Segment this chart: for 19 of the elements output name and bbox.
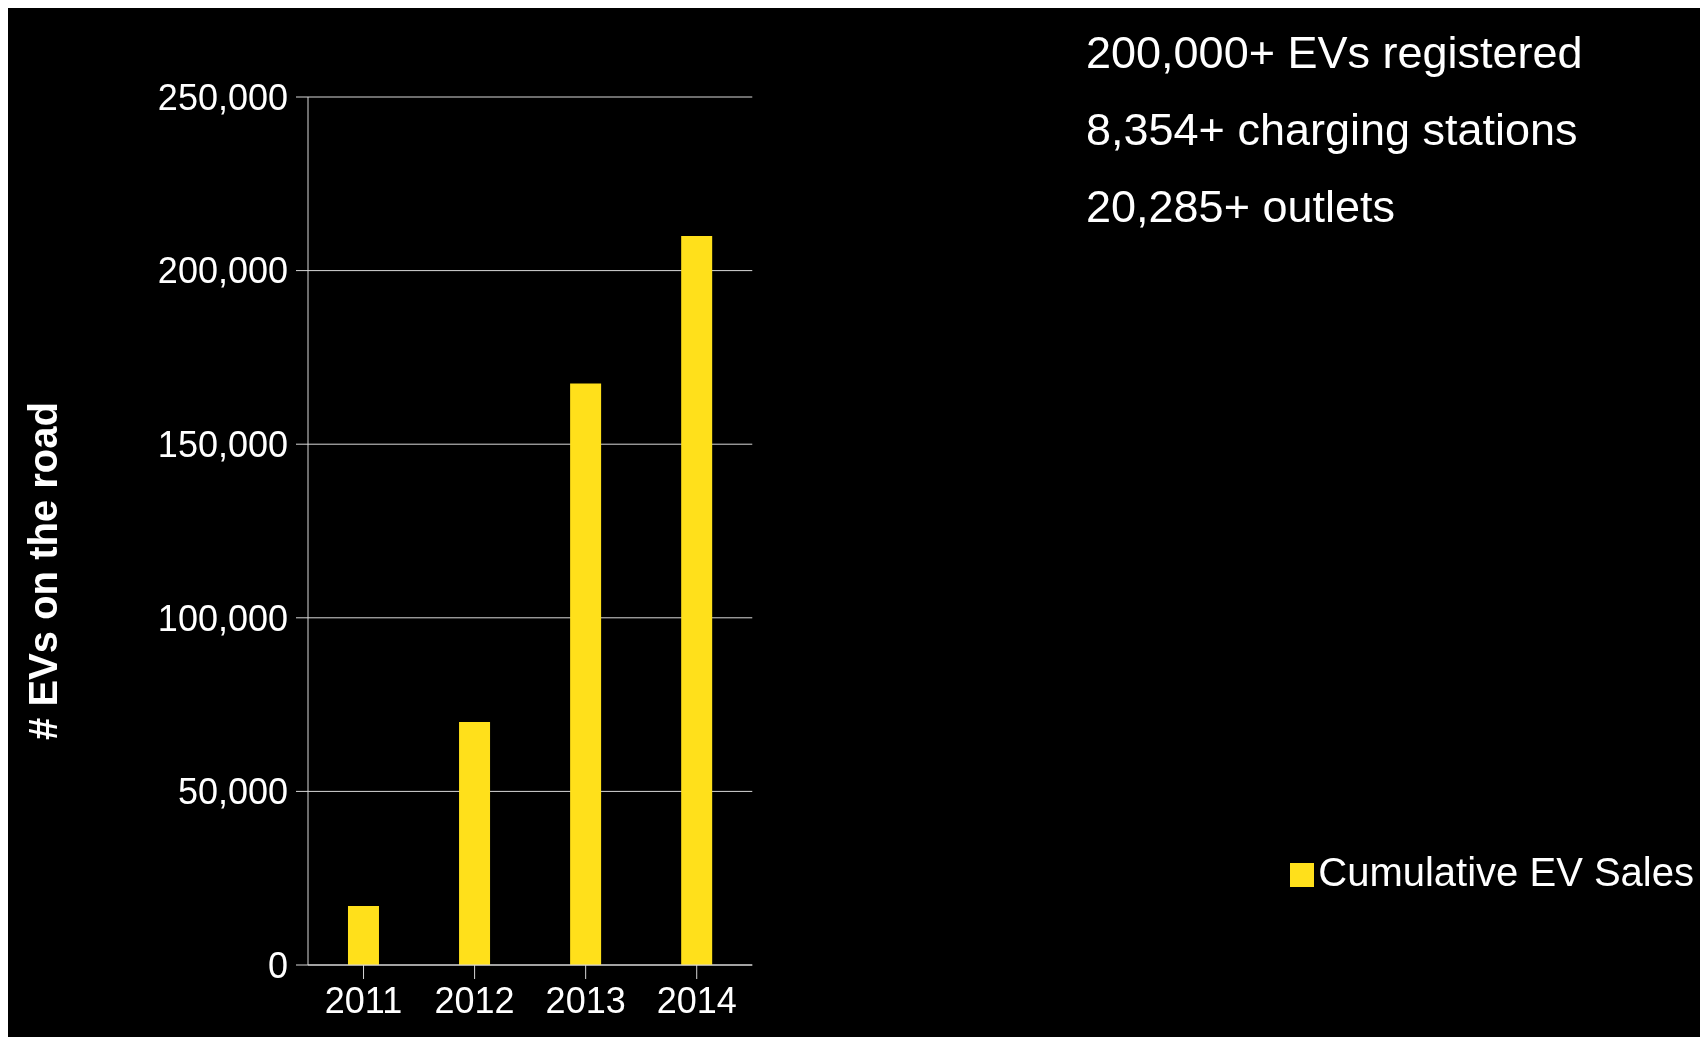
text: 200,000+ EVs registered <box>1086 26 1583 80</box>
x-tick-label: 2011 <box>324 979 403 1021</box>
bar <box>681 235 713 965</box>
bar <box>459 721 491 965</box>
y-tick-label: 100,000 <box>157 597 288 639</box>
y-tick-label: 250,000 <box>157 76 288 118</box>
y-tick-label: 0 <box>267 944 288 986</box>
y-tick-label: 200,000 <box>157 250 288 292</box>
x-tick-label: 2012 <box>434 979 515 1021</box>
y-axis-title: # EVs on the road <box>21 402 66 740</box>
bar <box>570 383 602 965</box>
text: 8,354+ charging stations <box>1086 103 1579 157</box>
y-tick-label: 150,000 <box>157 423 288 465</box>
x-tick-label: 2013 <box>545 979 626 1021</box>
x-tick-label: 2014 <box>656 979 737 1021</box>
text: 20,285+ outlets <box>1086 180 1396 234</box>
bar <box>347 905 379 965</box>
y-tick-label: 50,000 <box>177 771 288 813</box>
legend-label: Cumulative EV Sales <box>1318 850 1694 894</box>
